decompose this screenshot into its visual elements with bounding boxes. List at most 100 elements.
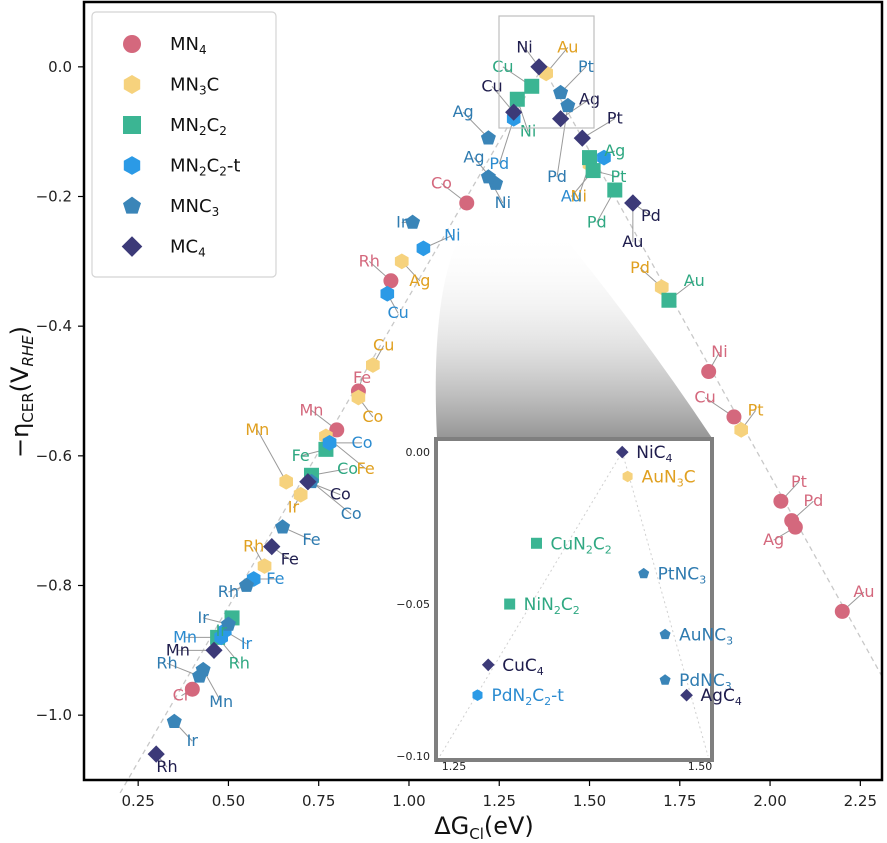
zoom-region-box: [498, 15, 595, 129]
y-axis-label-unit-close: ): [6, 326, 34, 335]
inset-point-label: CuC4: [502, 656, 544, 678]
point-label: Co: [337, 459, 358, 478]
inset-y-tick-label: −0.10: [396, 750, 430, 763]
marker-mn3c-rh: [257, 558, 272, 574]
point-label: Fe: [353, 368, 371, 387]
legend: MN4 MN3C MN2C2 MN2C2-t MNC3 MC4: [91, 11, 277, 278]
point-label: Rh: [156, 757, 177, 776]
point-label: Pt: [791, 472, 807, 491]
point-label: Pd: [587, 212, 607, 231]
point-label: Pt: [578, 57, 594, 76]
point-label: Fe: [281, 550, 299, 569]
marker-mn2c2-t-au: [597, 149, 611, 166]
y-axis-label-main: −η: [6, 423, 34, 458]
x-tick-label: 0.50: [212, 792, 245, 810]
y-axis-ticks: 0.0 −0.2 −0.4 −0.6 −0.8 −1.0: [36, 58, 84, 724]
point-label: Au: [684, 271, 705, 290]
plot-frame: [82, 0, 884, 782]
marker-mnc3-pt: [553, 84, 569, 100]
point-label: Mn: [166, 640, 190, 659]
x-axis-ticks: 0.25 0.50 0.75 1.00 1.25 1.50 1.75 2.00 2.25: [121, 780, 877, 810]
inset-x-tick-label: 1.25: [442, 760, 467, 773]
x-axis-label: ΔGCl(eV): [434, 812, 534, 843]
marker-mn2c2-au: [661, 292, 677, 308]
marker-mnc3-ir: [166, 713, 182, 728]
leader-line: [582, 118, 616, 139]
legend-label-mn2c2: MN2C2: [170, 115, 227, 138]
x-tick-label: 0.25: [121, 792, 154, 810]
marker-mn3c-pt: [734, 422, 748, 438]
legend-label-mnc3: MNC3: [170, 196, 219, 219]
legend-marker-mn3c: [123, 75, 141, 94]
inset-guide-line: [439, 451, 623, 757]
y-axis-label-unit-open: (V: [6, 366, 34, 392]
data-markers: [147, 58, 850, 763]
point-label: Ag: [463, 148, 484, 167]
marker-mn4-rh: [383, 273, 399, 289]
x-axis-label-unit: (eV): [484, 812, 534, 840]
point-label: Pd: [641, 206, 661, 225]
legend-label-mn4: MN4: [170, 34, 207, 57]
x-tick-label: 1.00: [392, 792, 425, 810]
inset-marker-pdnc3: [659, 674, 671, 685]
marker-mn4-ni: [701, 364, 717, 380]
point-label: Co: [362, 407, 383, 426]
marker-mc4-cu: [505, 103, 523, 121]
legend-marker-mn2c2: [123, 116, 141, 134]
point-label: Mn: [300, 400, 324, 419]
x-tick-label: 1.50: [573, 792, 606, 810]
inset-marker-agc4: [680, 688, 693, 702]
inset-marker-nic4: [615, 445, 629, 459]
point-label: Fe: [292, 446, 310, 465]
marker-mnc3-rh: [239, 577, 254, 592]
legend-label-mn2c2-t: MN2C2-t: [170, 156, 240, 179]
marker-mc4-fe: [263, 538, 281, 556]
inset-point-label: AgC4: [701, 686, 742, 708]
inset-marker-aunc3: [659, 628, 671, 640]
inset-marker-nin2: [504, 598, 516, 610]
inset-point-label: AuNC3: [679, 625, 733, 647]
legend-marker-mn2c2-t: [123, 156, 141, 175]
point-label: Fe: [302, 530, 320, 549]
point-label: Cr: [173, 686, 191, 705]
marker-mn4-au: [834, 603, 850, 619]
point-label: Fe: [357, 459, 375, 478]
marker-mn2c2-cu: [524, 78, 540, 94]
point-label: Mn: [173, 627, 197, 646]
marker-mn4-cr: [184, 681, 200, 697]
marker-mn4-mn: [329, 422, 345, 438]
x-tick-label: 0.75: [302, 792, 335, 810]
marker-mc4-ag: [552, 110, 570, 128]
point-label: Ag: [604, 141, 625, 160]
marker-mnc3-rh: [192, 668, 207, 683]
marker-mn3c-mn: [279, 473, 293, 490]
point-label: Ir: [396, 212, 408, 231]
marker-mn2c2-ni: [509, 91, 525, 107]
marker-mn3c-co: [351, 389, 366, 406]
inset-marker-cun2: [530, 537, 542, 549]
point-label: Pd: [547, 167, 567, 186]
legend-marker-mnc3: [123, 196, 141, 214]
point-label: Ag: [453, 102, 474, 121]
point-label: Ir: [187, 731, 199, 750]
point-label: Cu: [373, 336, 394, 355]
marker-mc4-pd: [624, 194, 642, 212]
point-label: Rh: [229, 653, 250, 672]
marker-mn4-cu: [726, 409, 742, 425]
inset-marker-ptnc3: [638, 567, 650, 579]
point-label: Au: [622, 232, 643, 251]
marker-mn3c-cu: [366, 357, 380, 373]
point-label: Ag: [579, 89, 600, 108]
point-label: Pt: [607, 109, 623, 128]
marker-mn3c-ir: [293, 486, 308, 503]
inset-point-label: PtNC3: [658, 565, 707, 587]
point-label: Ni: [520, 122, 536, 141]
inset-x-tick-label: 1.50: [688, 760, 713, 773]
point-label: Rh: [243, 537, 264, 556]
y-axis-label-sub: CER: [19, 392, 37, 422]
inset-point-label: PdNC3: [679, 671, 732, 693]
